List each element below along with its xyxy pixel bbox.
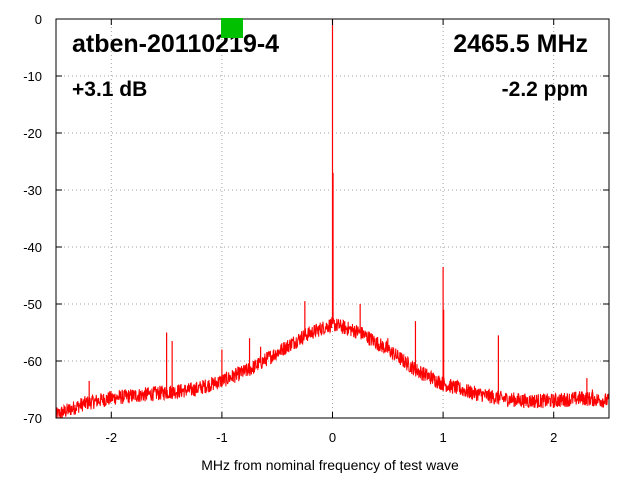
y-tick-label: -50 (23, 297, 42, 312)
x-tick-label: 1 (439, 430, 446, 445)
status-indicator (221, 18, 243, 38)
spectrum-trace (55, 19, 610, 419)
x-tick-label: 2 (550, 430, 557, 445)
ppm-label: -2.2 ppm (502, 78, 588, 101)
gain-label: +3.1 dB (72, 78, 147, 101)
y-tick-label: -10 (23, 69, 42, 84)
y-tick-label: -60 (23, 354, 42, 369)
chart-title: atben-20110219-4 (72, 30, 279, 58)
x-axis-title: MHz from nominal frequency of test wave (201, 457, 459, 473)
y-tick-label: -40 (23, 240, 42, 255)
frequency-label: 2465.5 MHz (453, 30, 588, 58)
x-tick-label: -1 (216, 430, 228, 445)
axis-ticks: -2 -1 0 1 20-10-20-30-40-50-60-70 (23, 12, 609, 445)
x-tick-label: -2 (106, 430, 118, 445)
y-tick-label: -20 (23, 126, 42, 141)
y-tick-label: -70 (23, 411, 42, 426)
x-tick-label: 0 (329, 430, 336, 445)
y-tick-label: -30 (23, 183, 42, 198)
y-tick-label: 0 (35, 12, 42, 27)
